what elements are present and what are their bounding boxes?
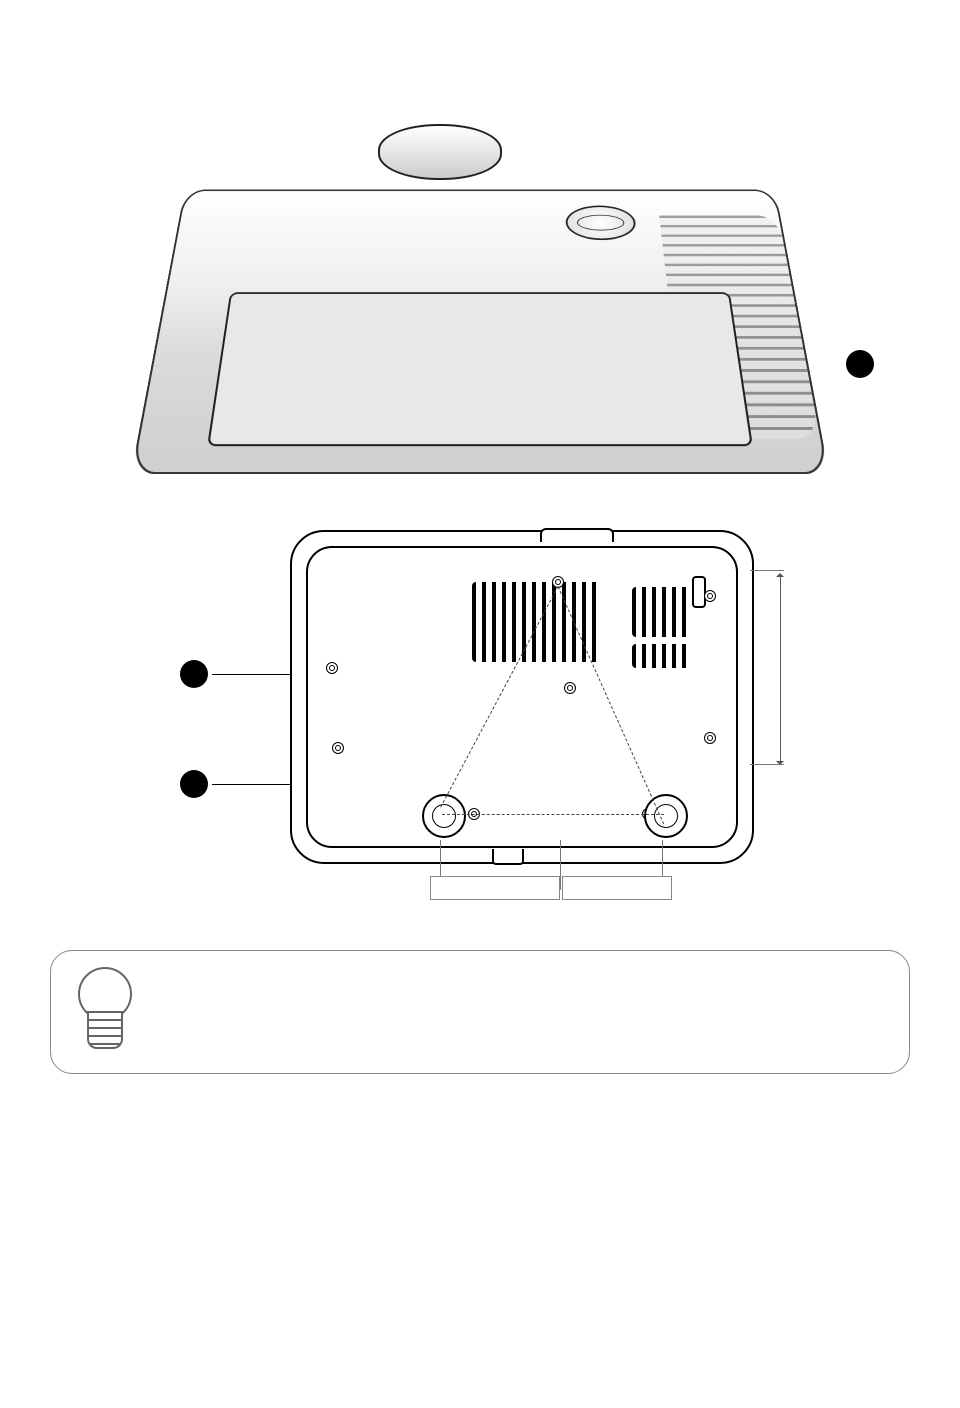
projector-illustration: [160, 160, 800, 480]
bottom-callout-1: [180, 660, 208, 688]
lightbulb-icon: [71, 967, 135, 1057]
bottom-view-diagram: [130, 530, 830, 920]
note-box: [50, 950, 910, 1074]
rear-view-diagram: [100, 60, 860, 500]
dim-h2: [562, 876, 672, 900]
dim-h1: [430, 876, 560, 900]
callout-6: [846, 350, 874, 378]
bottom-callout-2: [180, 770, 208, 798]
